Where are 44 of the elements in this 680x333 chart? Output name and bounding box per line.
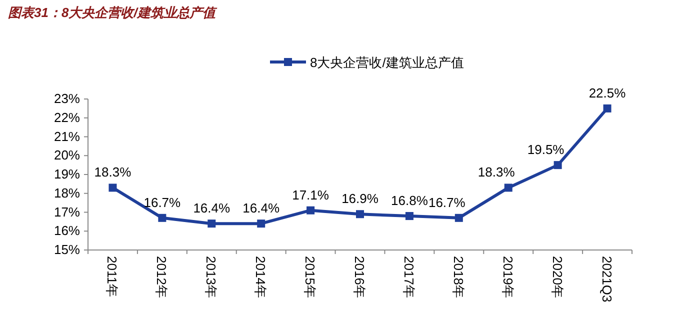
data-label: 16.4% (242, 200, 280, 216)
point (356, 210, 364, 218)
point (208, 220, 216, 228)
data-label: 16.7% (428, 194, 466, 210)
y-tick-label: 19% (54, 166, 80, 182)
data-label: 17.1% (292, 187, 330, 202)
x-tick-label: 2014年 (253, 256, 268, 298)
x-tick-label: 2018年 (450, 256, 466, 298)
data-label: 18.3% (94, 164, 132, 180)
data-label: 16.7% (144, 194, 182, 210)
data-label: 16.4% (193, 200, 230, 216)
y-tick-label: 16% (54, 223, 80, 238)
y-tick-label: 18% (54, 185, 80, 200)
x-tick-label: 2016年 (352, 256, 367, 298)
x-tick-label: 2021Q3 (599, 256, 614, 302)
x-tick-label: 2015年 (302, 256, 318, 298)
x-tick-label: 2013年 (204, 256, 219, 298)
point (405, 212, 414, 220)
x-tick-label: 2020年 (550, 256, 565, 298)
data-label: 22.5% (588, 85, 626, 100)
y-tick-label: 23% (54, 91, 80, 106)
point (454, 214, 463, 222)
y-tick-label: 17% (54, 204, 80, 220)
point (504, 184, 512, 192)
data-label: 16.9% (342, 191, 379, 206)
x-tick-label: 2019年 (500, 256, 516, 298)
y-tick-label: 22% (54, 110, 80, 125)
point (603, 104, 612, 112)
x-tick-label: 2017年 (401, 256, 416, 298)
point (158, 214, 166, 222)
x-tick-label: 2012年 (154, 256, 170, 298)
point (306, 206, 315, 214)
y-tick-label: 20% (54, 148, 80, 163)
point (108, 184, 117, 192)
y-tick-label: 15% (54, 242, 80, 257)
legend-label: 8大央企营收/建筑业总产值 (310, 55, 464, 70)
data-label: 18.3% (478, 164, 516, 180)
data-label: 19.5% (527, 142, 565, 158)
data-label: 16.8% (391, 193, 428, 208)
point (257, 220, 266, 228)
y-tick-label: 21% (54, 128, 80, 144)
chart-title: 图表31：8大央企营收/建筑业总产值 (8, 5, 218, 20)
point (554, 161, 562, 170)
x-tick-label: 2011年 (104, 256, 120, 297)
